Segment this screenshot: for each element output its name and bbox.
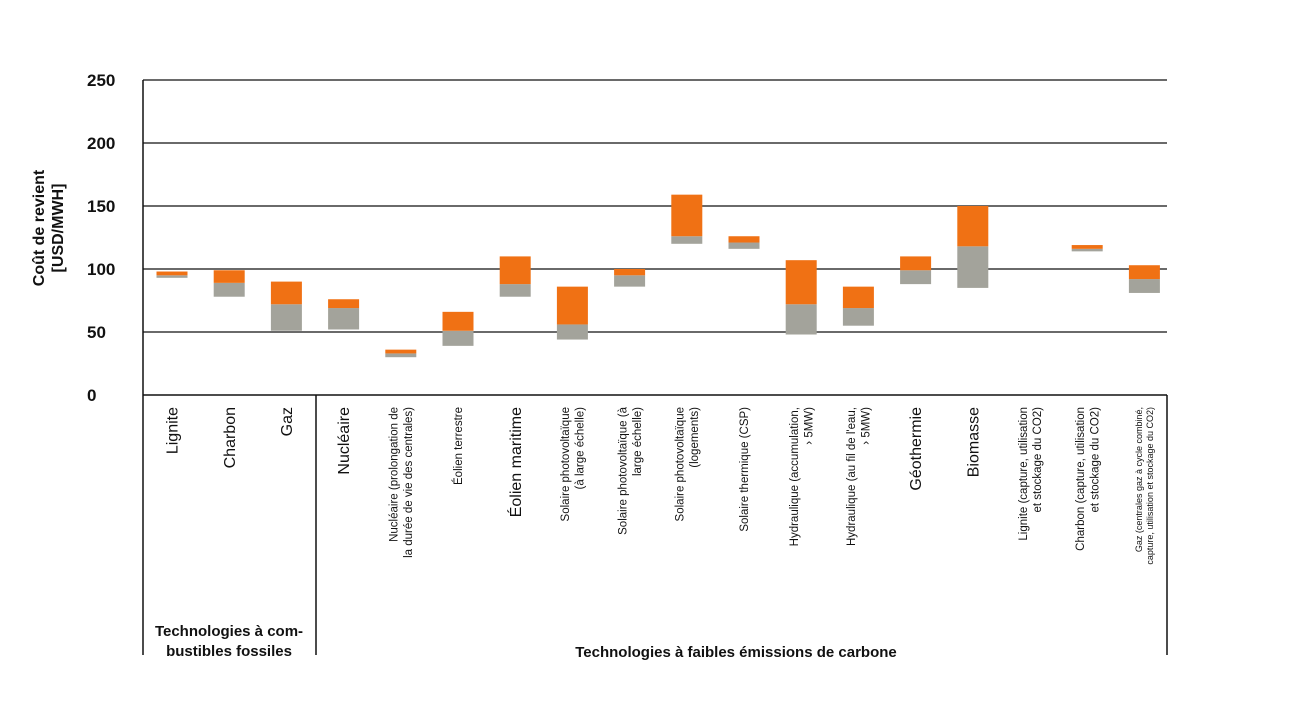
category-groups: Technologies à com-bustibles fossiles Tec…: [155, 623, 897, 661]
bar-lower-range: [556, 324, 588, 340]
x-tick-label: Biomasse: [965, 407, 982, 477]
bar-upper-range: [957, 206, 989, 247]
x-tick-label: (logements): [689, 407, 701, 468]
bar-lower-range: [671, 236, 703, 244]
x-tick-label: Éolien terrestre: [452, 407, 465, 485]
bar-upper-range: [385, 349, 417, 354]
bar-upper-range: [556, 286, 588, 325]
group-label-fossil: Technologies à com-: [155, 623, 303, 640]
bar-lower-range: [442, 330, 474, 346]
x-tick-label: Nucléaire (prolongation de: [389, 407, 401, 542]
y-tick-label: 50: [87, 323, 106, 342]
y-tick-label: 200: [87, 134, 115, 153]
bar-lower-range: [785, 304, 817, 335]
x-tick-label: Solaire photovoltaïque (à: [617, 406, 629, 534]
x-tick-label: large échelle): [632, 407, 644, 476]
bar-upper-range: [728, 236, 760, 243]
bar-upper-range: [614, 269, 646, 276]
bar-lower-range: [1071, 248, 1103, 252]
bar-upper-range: [1128, 265, 1160, 280]
bar-upper-range: [1071, 245, 1103, 249]
y-axis-label: Coût de revient [USD/MWH]: [31, 169, 67, 286]
bar-lower-range: [728, 242, 760, 249]
x-tick-label: Hydraulique (accumulation,: [789, 407, 801, 546]
x-tick-label: Lignite (capture, utilisation: [1018, 407, 1030, 541]
x-tick-label: (à large échelle): [575, 407, 587, 490]
y-axis-title-line: Coût de revient: [31, 169, 48, 286]
bar-lower-range: [385, 353, 417, 358]
x-tick-label: capture, utilisation et stockage du CO2): [1145, 407, 1155, 565]
bar-lower-range: [499, 284, 531, 297]
x-tick-label: › 5MW): [803, 407, 815, 445]
bar-upper-range: [785, 260, 817, 305]
x-axis-category-labels: Lignite Charbon Gaz Nucléaire Nucléaire (pro…: [165, 406, 1156, 564]
x-tick-label: Hydraulique (au fil de l'eau,: [846, 407, 858, 546]
x-tick-label: et stockage du CO2): [1089, 407, 1101, 513]
x-tick-label: Lignite: [165, 407, 182, 454]
bar-lower-range: [270, 304, 302, 331]
bar-upper-range: [499, 256, 531, 285]
y-axis-title-line: [USD/MWH]: [50, 184, 67, 273]
bar-lower-range: [213, 282, 245, 297]
bar-upper-range: [213, 270, 245, 283]
x-tick-label: Solaire photovoltaïque: [560, 407, 572, 521]
x-tick-label: Solaire thermique (CSP): [739, 407, 751, 532]
x-tick-label: Gaz (centrales gaz à cycle combiné,: [1134, 407, 1144, 552]
bar-lower-range: [614, 275, 646, 287]
bar-upper-range: [156, 271, 188, 276]
x-tick-label: Charbon: [222, 407, 239, 468]
x-tick-label: Charbon (capture, utilisation: [1075, 407, 1087, 551]
x-tick-label: Éolien maritime: [506, 407, 525, 517]
bar-lower-range: [156, 275, 188, 278]
axes: [142, 80, 1168, 655]
y-tick-label: 0: [87, 386, 96, 405]
y-tick-label: 150: [87, 197, 115, 216]
group-label-low-carbon: Technologies à faibles émissions de carb…: [575, 644, 897, 661]
x-tick-label: et stockage du CO2): [1032, 407, 1044, 513]
x-tick-label: Solaire photovoltaïque: [675, 407, 687, 521]
group-label-fossil: bustibles fossiles: [166, 643, 292, 660]
x-tick-label: › 5MW): [861, 407, 873, 445]
bar-lower-range: [1128, 279, 1160, 293]
bar-upper-range: [328, 299, 360, 309]
bar-lower-range: [957, 246, 989, 288]
bar-series: [156, 194, 1160, 358]
bar-upper-range: [671, 194, 703, 237]
y-tick-label: 250: [87, 71, 115, 90]
x-tick-label: Gaz: [279, 407, 296, 436]
x-tick-label: Géothermie: [908, 407, 925, 491]
bar-lower-range: [842, 308, 874, 326]
y-axis-ticks: 0 50 100 150 200 250: [87, 71, 115, 405]
x-tick-label: la durée de vie des centrales): [403, 407, 415, 558]
bar-upper-range: [442, 311, 474, 331]
y-tick-label: 100: [87, 260, 115, 279]
bar-upper-range: [842, 286, 874, 309]
bar-lower-range: [328, 308, 360, 330]
grid-lines: [143, 79, 1167, 333]
bar-upper-range: [270, 281, 302, 305]
x-tick-label: Nucléaire: [336, 407, 353, 475]
bar-lower-range: [900, 270, 932, 285]
bar-upper-range: [900, 256, 932, 271]
